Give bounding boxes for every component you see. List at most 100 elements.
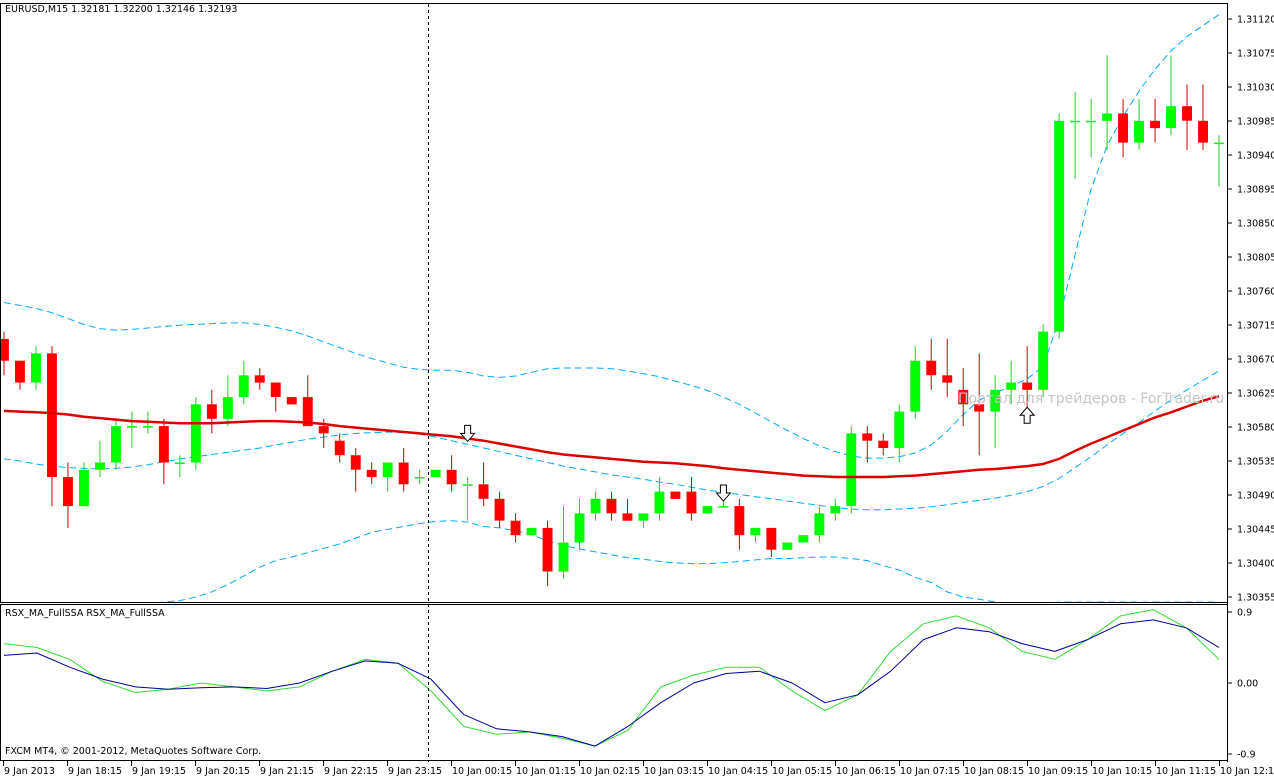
candle-body bbox=[286, 397, 297, 405]
upper-band-line bbox=[3, 14, 1220, 459]
ind-tick-label: 0.00 bbox=[1237, 679, 1258, 690]
candle-body bbox=[862, 433, 873, 441]
candle-body bbox=[334, 440, 345, 456]
price-tick-label: 1.31075 bbox=[1237, 49, 1274, 60]
price-tick-label: 1.30445 bbox=[1237, 525, 1274, 536]
rsx-fast-line bbox=[3, 609, 1220, 747]
candle-body bbox=[798, 535, 809, 543]
candle-body bbox=[47, 353, 57, 477]
watermark: Портал для трейдеров - ForTrader.ru bbox=[958, 391, 1225, 407]
candle-body bbox=[750, 527, 761, 536]
candle-body bbox=[446, 469, 457, 485]
price-tick-label: 1.30490 bbox=[1237, 491, 1274, 502]
candle-body bbox=[1054, 120, 1065, 332]
time-tick-label: 9 Jan 20:15 bbox=[196, 766, 250, 777]
candle-body bbox=[318, 426, 329, 434]
time-tick-label: 9 Jan 23:15 bbox=[388, 766, 442, 777]
time-tick-label: 9 Jan 2013 bbox=[4, 766, 55, 777]
candle-body bbox=[910, 360, 921, 412]
axes: 1.31120 1.31075 1.31030 1.30985 1.30940 1.308… bbox=[3, 4, 1274, 777]
candle-body bbox=[1086, 120, 1096, 123]
candle-body bbox=[350, 455, 361, 470]
candle-body bbox=[894, 411, 905, 448]
time-tick-label: 10 Jan 11:15 bbox=[1156, 766, 1216, 777]
candle-body bbox=[718, 506, 729, 508]
candle-body bbox=[158, 426, 169, 463]
ind-clipped bbox=[3, 609, 1220, 747]
price-tick-label: 1.30760 bbox=[1237, 287, 1274, 298]
candle-body bbox=[558, 542, 569, 572]
time-tick-label: 10 Jan 12:15 bbox=[1220, 766, 1274, 777]
price-tick-label: 1.31120 bbox=[1237, 15, 1274, 26]
time-tick-label: 9 Jan 18:15 bbox=[68, 766, 122, 777]
price-tick-label: 1.30805 bbox=[1237, 253, 1274, 264]
candle-body bbox=[830, 506, 841, 514]
ind-tick-label: -0.9 bbox=[1237, 750, 1256, 761]
candle-body bbox=[1006, 382, 1017, 390]
price-tick-label: 1.30895 bbox=[1237, 185, 1274, 196]
price-tick-label: 1.30355 bbox=[1237, 593, 1274, 604]
mid-band-line bbox=[3, 370, 1220, 511]
time-tick-label: 9 Jan 21:15 bbox=[260, 766, 314, 777]
price-tick-label: 1.30670 bbox=[1237, 355, 1274, 366]
candle-body bbox=[990, 389, 1001, 412]
candle-body bbox=[526, 527, 537, 536]
candle-body bbox=[1214, 142, 1224, 145]
up-arrow-icon bbox=[1019, 406, 1036, 424]
time-tick-label: 10 Jan 02:15 bbox=[580, 766, 640, 777]
candle-body bbox=[111, 426, 121, 463]
candle-body bbox=[510, 520, 521, 536]
candle-body bbox=[942, 375, 953, 383]
candle-body bbox=[430, 469, 441, 478]
candle-body bbox=[670, 491, 681, 499]
candle-body bbox=[606, 498, 617, 514]
time-tick-label: 10 Jan 08:15 bbox=[964, 766, 1024, 777]
candle-body bbox=[462, 484, 473, 486]
candle-body bbox=[1198, 120, 1208, 143]
main-clipped bbox=[1, 14, 1224, 602]
price-tick-label: 1.30940 bbox=[1237, 151, 1274, 162]
candle-body bbox=[206, 404, 217, 419]
time-tick-label: 10 Jan 03:15 bbox=[644, 766, 704, 777]
candle-body bbox=[174, 462, 185, 464]
candle-body bbox=[1102, 113, 1112, 121]
down-arrow-icon bbox=[459, 424, 476, 443]
candle-body bbox=[1022, 382, 1033, 390]
candle-body bbox=[878, 440, 889, 448]
price-tick-label: 1.31030 bbox=[1237, 83, 1274, 94]
candle-body bbox=[638, 513, 649, 521]
candle-body bbox=[1182, 106, 1192, 121]
candle-body bbox=[270, 382, 281, 397]
candle-body bbox=[238, 375, 249, 398]
candle-body bbox=[478, 484, 489, 499]
candle-body bbox=[190, 404, 201, 463]
moving-average-line bbox=[3, 395, 1220, 479]
candle-body bbox=[414, 477, 425, 479]
time-tick-label: 10 Jan 09:15 bbox=[1028, 766, 1088, 777]
candle-body bbox=[302, 397, 313, 427]
lower-band-line bbox=[159, 520, 1219, 602]
candle-body bbox=[782, 542, 793, 550]
indicator-title: RSX_MA_FullSSA RSX_MA_FullSSA bbox=[5, 608, 165, 619]
ind-tick-label: 0.9 bbox=[1237, 608, 1252, 619]
candle-body bbox=[1134, 120, 1144, 143]
time-tick-label: 10 Jan 07:15 bbox=[900, 766, 960, 777]
price-tick-label: 1.30625 bbox=[1237, 389, 1274, 400]
candle-body bbox=[1150, 120, 1160, 129]
price-tick-label: 1.30535 bbox=[1237, 457, 1274, 468]
candle-body bbox=[31, 353, 41, 383]
candle-body bbox=[254, 375, 265, 383]
candle-body bbox=[958, 389, 969, 405]
price-tick-label: 1.30850 bbox=[1237, 219, 1274, 230]
candle-body bbox=[1038, 331, 1049, 390]
time-tick-label: 10 Jan 10:15 bbox=[1092, 766, 1152, 777]
candle-body bbox=[1070, 120, 1081, 123]
candle-body bbox=[1118, 113, 1128, 143]
candle-body bbox=[1166, 106, 1176, 128]
price-tick-label: 1.30985 bbox=[1237, 117, 1274, 128]
time-tick-label: 10 Jan 05:15 bbox=[772, 766, 832, 777]
time-tick-label: 10 Jan 00:15 bbox=[452, 766, 512, 777]
candle-body bbox=[926, 360, 937, 376]
candle-body bbox=[222, 397, 233, 419]
